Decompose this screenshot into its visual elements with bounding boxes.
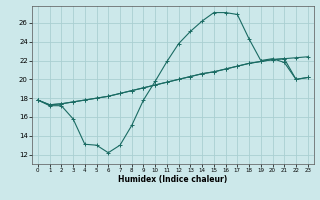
X-axis label: Humidex (Indice chaleur): Humidex (Indice chaleur) [118, 175, 228, 184]
